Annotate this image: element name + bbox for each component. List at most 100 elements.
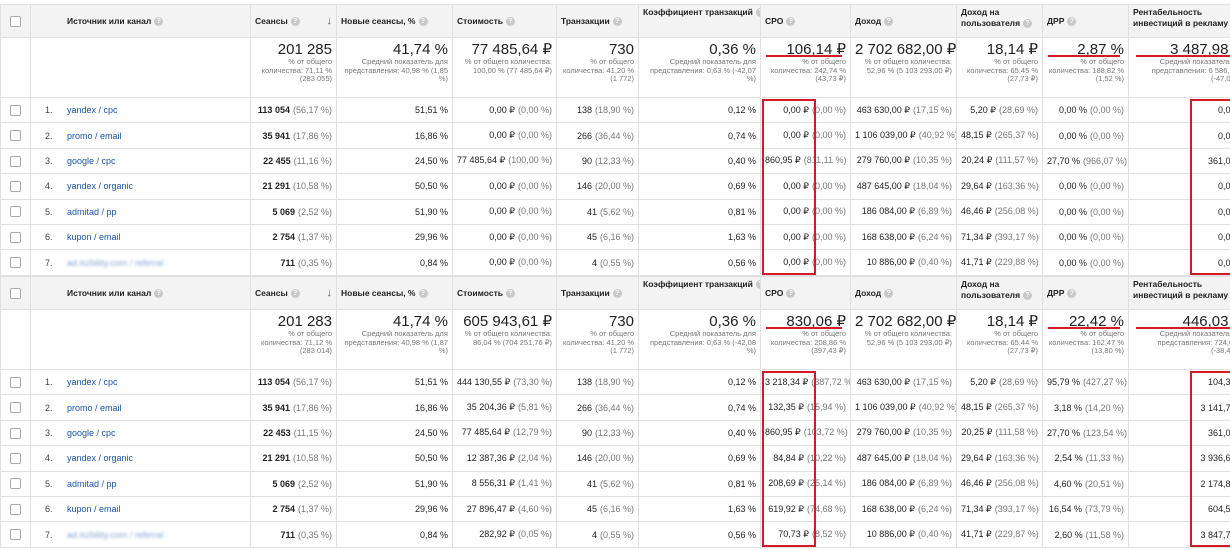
help-icon[interactable]: ? [290, 288, 300, 298]
row-checkbox-cell[interactable] [0, 249, 31, 276]
col-header-revenue[interactable]: Доход? [850, 276, 957, 310]
row-checkbox[interactable] [10, 155, 21, 167]
help-icon[interactable]: ? [154, 289, 164, 299]
col-header-conversion-rate[interactable]: Коэффициент транзакций? [638, 276, 761, 310]
cell-drr: 4,60 % (20,51 %) [1042, 470, 1129, 497]
source-link[interactable]: promo / email [67, 402, 122, 413]
source-link[interactable]: admitad / pp [67, 478, 117, 489]
help-icon[interactable]: ? [1023, 19, 1033, 29]
row-checkbox-cell[interactable] [0, 495, 31, 523]
table-row: 3. google / cpc 22 453 (11,15 %) 24,50 % 7… [0, 419, 1230, 447]
help-icon[interactable]: ? [418, 289, 428, 299]
source-link[interactable]: promo / email [67, 130, 122, 141]
col-header-drr[interactable]: ДРР? [1042, 4, 1129, 38]
help-icon[interactable]: ? [884, 17, 894, 27]
cell-cpo: 84,84 ₽ (10,22 %) [760, 445, 851, 472]
row-checkbox[interactable] [10, 452, 21, 464]
help-icon[interactable]: ? [786, 17, 796, 27]
row-checkbox-cell[interactable] [0, 223, 31, 251]
col-header-source[interactable]: Источник или канал? [30, 276, 251, 310]
select-all-cell[interactable] [0, 276, 31, 310]
row-checkbox[interactable] [10, 180, 21, 192]
source-link-blurred[interactable]: ad.iszbility.com / referral [67, 257, 164, 268]
help-icon[interactable]: ? [505, 289, 515, 299]
select-all-cell[interactable] [0, 4, 31, 38]
row-checkbox-cell[interactable] [0, 419, 31, 447]
row-checkbox[interactable] [10, 104, 21, 116]
cell-cost: 282,92 ₽ (0,05 %) [452, 521, 557, 548]
header-row: Источник или канал? Сеансы? ↓ Новые сеанс… [0, 276, 1230, 310]
source-link-blurred[interactable]: ad.iszbility.com / referral [67, 529, 164, 540]
col-header-sessions[interactable]: Сеансы? ↓ [250, 276, 337, 310]
row-checkbox[interactable] [10, 257, 21, 269]
help-icon[interactable]: ? [290, 16, 300, 26]
help-icon[interactable]: ? [1067, 289, 1077, 299]
cell-roi: 3 936,63 % [1128, 445, 1230, 472]
source-link[interactable]: yandex / cpc [67, 377, 118, 388]
source-link[interactable]: admitad / pp [67, 206, 117, 217]
row-checkbox[interactable] [10, 402, 21, 414]
col-header-cost[interactable]: Стоимость? [452, 276, 557, 310]
row-checkbox[interactable] [10, 478, 21, 490]
sort-descending-icon[interactable]: ↓ [326, 14, 333, 27]
help-icon[interactable]: ? [786, 289, 796, 299]
col-header-revenue-per-user[interactable]: Доход на пользователя? [956, 4, 1043, 38]
row-checkbox-cell[interactable] [0, 147, 31, 175]
row-checkbox-cell[interactable] [0, 445, 31, 472]
row-checkbox-cell[interactable] [0, 122, 31, 149]
col-header-cpo[interactable]: CPO? [760, 4, 851, 38]
select-all-checkbox[interactable] [10, 287, 21, 299]
help-icon[interactable]: ? [505, 17, 515, 27]
col-header-drr[interactable]: ДРР? [1042, 276, 1129, 310]
row-checkbox-cell[interactable] [0, 198, 31, 225]
row-checkbox[interactable] [10, 529, 21, 541]
row-checkbox-cell[interactable] [0, 394, 31, 421]
col-header-revenue[interactable]: Доход? [850, 4, 957, 38]
row-checkbox-cell[interactable] [0, 470, 31, 497]
source-link[interactable]: yandex / cpc [67, 105, 118, 116]
help-icon[interactable]: ? [154, 17, 164, 27]
row-checkbox-cell[interactable] [0, 521, 31, 548]
col-header-new-sessions[interactable]: Новые сеансы, %? [336, 4, 453, 38]
col-header-roi[interactable]: Рентабельность инвестиций в рекламу? [1128, 4, 1230, 38]
sort-descending-icon[interactable]: ↓ [326, 286, 333, 299]
col-header-cost[interactable]: Стоимость? [452, 4, 557, 38]
cell-source: 2. promo / email [30, 394, 251, 421]
source-link[interactable]: yandex / organic [67, 453, 134, 464]
col-header-new-sessions[interactable]: Новые сеансы, %? [336, 276, 453, 310]
row-checkbox[interactable] [10, 231, 21, 243]
col-header-source[interactable]: Источник или канал? [30, 4, 251, 38]
col-header-sessions[interactable]: Сеансы? ↓ [250, 4, 337, 38]
row-checkbox-cell[interactable] [0, 173, 31, 200]
source-link[interactable]: google / cpc [67, 155, 116, 166]
row-checkbox-cell[interactable] [0, 96, 31, 124]
help-icon[interactable]: ? [612, 17, 622, 27]
help-icon[interactable]: ? [884, 289, 894, 299]
source-link[interactable]: kupon / email [67, 504, 121, 515]
help-icon[interactable]: ? [418, 17, 428, 27]
source-link[interactable]: kupon / email [67, 232, 121, 243]
help-icon[interactable]: ? [1067, 17, 1077, 27]
cell-drr: 2,60 % (11,58 %) [1042, 521, 1129, 548]
cell-transactions: 4 (0,55 %) [556, 249, 639, 276]
help-icon[interactable]: ? [1023, 291, 1033, 301]
source-link[interactable]: google / cpc [67, 427, 116, 438]
source-link[interactable]: yandex / organic [67, 181, 134, 192]
col-header-transactions[interactable]: Транзакции? [556, 276, 639, 310]
col-header-transactions[interactable]: Транзакции? [556, 4, 639, 38]
col-header-cpo[interactable]: CPO? [760, 276, 851, 310]
row-checkbox-cell[interactable] [0, 368, 31, 396]
help-icon[interactable]: ? [755, 8, 760, 18]
row-checkbox[interactable] [10, 376, 21, 388]
help-icon[interactable]: ? [612, 289, 622, 299]
row-checkbox[interactable] [10, 206, 21, 218]
row-checkbox[interactable] [10, 427, 21, 439]
col-header-revenue-per-user[interactable]: Доход на пользователя? [956, 276, 1043, 310]
row-checkbox[interactable] [10, 130, 21, 142]
col-header-conversion-rate[interactable]: Коэффициент транзакций? [638, 4, 761, 38]
row-checkbox[interactable] [10, 503, 21, 515]
cell-drr: 0,00 % (0,00 %) [1042, 173, 1129, 200]
help-icon[interactable]: ? [755, 280, 760, 290]
col-header-roi[interactable]: Рентабельность инвестиций в рекламу? [1128, 276, 1230, 310]
select-all-checkbox[interactable] [10, 15, 21, 27]
